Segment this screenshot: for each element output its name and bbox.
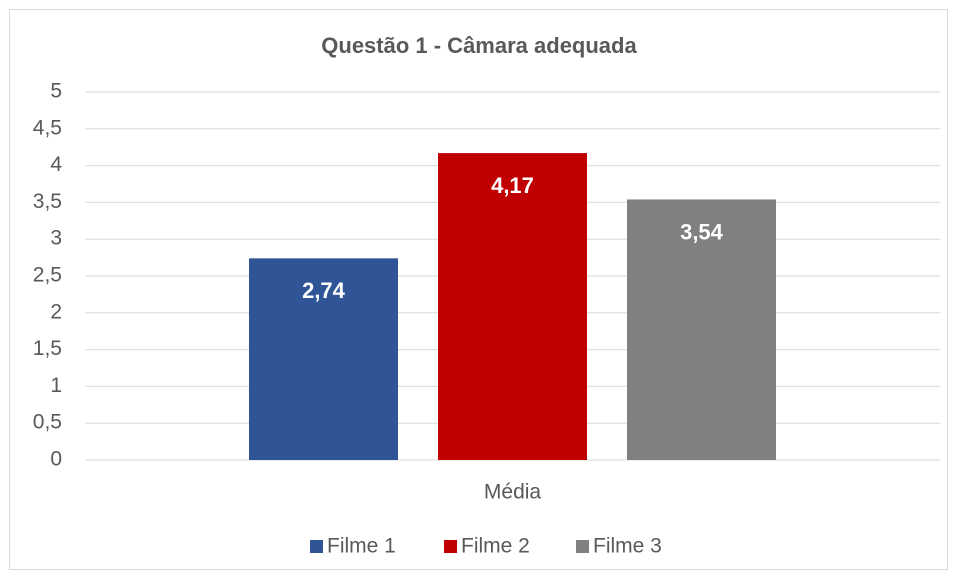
bar — [627, 199, 776, 460]
y-tick-label: 0 — [50, 448, 62, 471]
bar — [438, 153, 587, 460]
y-tick-label: 5 — [50, 80, 62, 103]
legend-label: Filme 3 — [593, 535, 662, 558]
chart-title: Questão 1 - Câmara adequada — [321, 33, 637, 58]
bar — [249, 258, 398, 460]
y-tick-label: 4 — [50, 153, 62, 176]
legend-label: Filme 2 — [461, 535, 530, 558]
legend-label: Filme 1 — [327, 535, 396, 558]
legend-swatch — [310, 540, 323, 553]
y-tick-label: 2,5 — [33, 264, 62, 287]
legend-swatch — [576, 540, 589, 553]
y-tick-label: 1 — [50, 374, 62, 397]
y-tick-label: 3,5 — [33, 190, 62, 213]
y-tick-label: 4,5 — [33, 116, 62, 139]
data-label: 3,54 — [680, 219, 724, 244]
data-label: 4,17 — [491, 173, 534, 198]
y-tick-label: 1,5 — [33, 337, 62, 360]
y-tick-label: 3 — [50, 227, 62, 250]
data-label: 2,74 — [302, 278, 346, 303]
x-tick-label: Média — [484, 481, 542, 504]
legend-swatch — [444, 540, 457, 553]
y-tick-label: 2 — [50, 300, 62, 323]
y-tick-label: 0,5 — [33, 411, 62, 434]
